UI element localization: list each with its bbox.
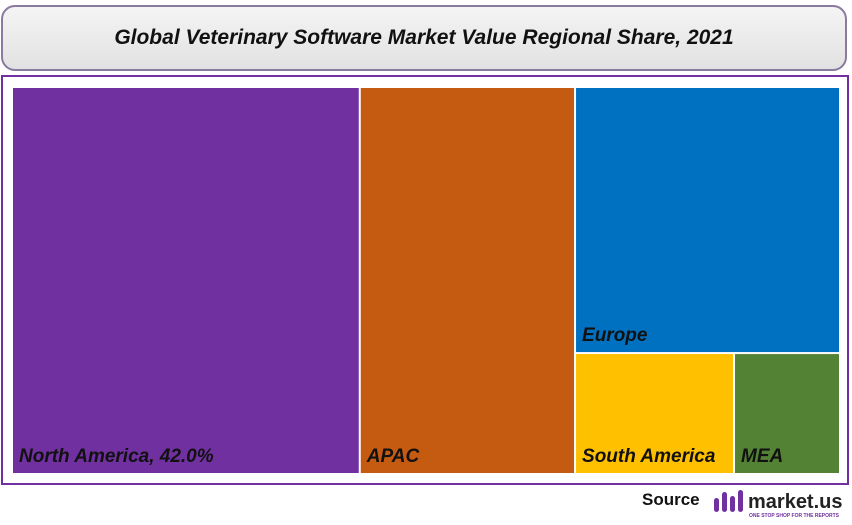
tile-label: MEA <box>741 446 783 467</box>
brand-name: market.us <box>748 491 843 513</box>
tile-label: Europe <box>582 325 648 346</box>
treemap: North America, 42.0% APAC Europe South Amer… <box>13 88 839 473</box>
chart-title: Global Veterinary Software Market Value … <box>114 26 734 49</box>
brand-tagline: ONE STOP SHOP FOR THE REPORTS <box>749 513 840 519</box>
source-label: Source <box>642 490 700 509</box>
tile-label: North America, 42.0% <box>19 446 214 467</box>
treemap-tile <box>576 354 734 473</box>
brand-logo: market.us ONE STOP SHOP FOR THE REPORTS <box>714 490 843 519</box>
treemap-tile <box>13 88 359 473</box>
treemap-tile <box>576 88 839 353</box>
tile-label: APAC <box>366 446 420 467</box>
logo-icon <box>714 490 743 512</box>
tile-label: South America <box>582 446 716 467</box>
chart-box: North America, 42.0% APAC Europe South Amer… <box>1 75 849 485</box>
treemap-tile <box>360 88 575 473</box>
title-box: Global Veterinary Software Market Value … <box>1 5 847 71</box>
treemap-tile <box>735 354 839 473</box>
